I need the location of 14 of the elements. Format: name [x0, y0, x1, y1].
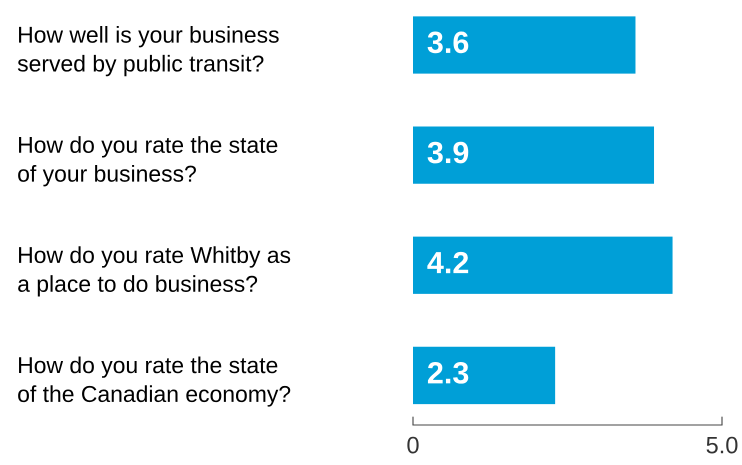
data-label: 3.9: [428, 142, 468, 164]
bar: [413, 346, 556, 404]
y-tick-label: How well is your business served by public transit?: [18, 26, 279, 76]
data-label: 4.2: [427, 252, 468, 274]
y-tick-label: How do you rate Whitby as a place to do business?: [18, 246, 290, 296]
y-tick-label: How do you rate the state of the Canadian economy?: [18, 356, 290, 407]
data-label: 3.6: [428, 32, 468, 54]
y-tick-label: How do you rate the state of your business?: [18, 136, 278, 186]
bar: [413, 126, 654, 184]
x-tick-label: 5.0: [706, 436, 738, 454]
bar: [413, 16, 636, 74]
bar: [413, 236, 673, 294]
data-label: 2.3: [428, 362, 468, 384]
x-tick-label: 0: [407, 436, 419, 454]
